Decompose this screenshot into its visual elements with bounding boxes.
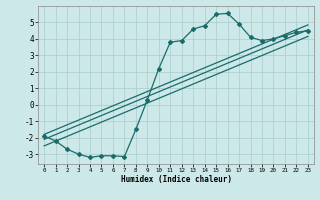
X-axis label: Humidex (Indice chaleur): Humidex (Indice chaleur) (121, 175, 231, 184)
